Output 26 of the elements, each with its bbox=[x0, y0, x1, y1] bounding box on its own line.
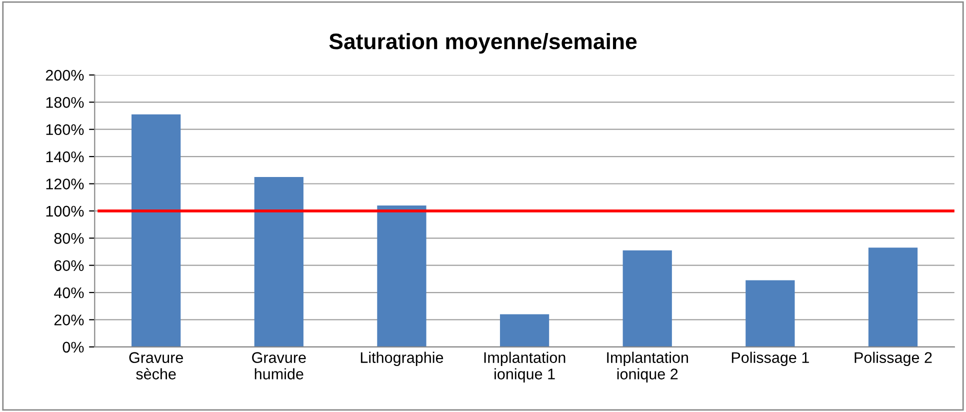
y-tick-label: 20% bbox=[54, 314, 84, 326]
y-tick-label: 40% bbox=[54, 287, 84, 298]
bar bbox=[746, 280, 795, 347]
bar bbox=[622, 250, 672, 347]
x-tick-label: Gravure humide bbox=[252, 352, 306, 380]
y-tick-label: 100% bbox=[46, 206, 84, 217]
bar bbox=[377, 206, 426, 347]
x-tick-label: Implantation ionique 1 bbox=[484, 352, 566, 382]
y-tick-label: 60% bbox=[54, 260, 84, 272]
y-tick-label: 200% bbox=[46, 70, 84, 81]
bar bbox=[868, 248, 918, 347]
y-tick-label: 160% bbox=[46, 124, 84, 136]
x-tick-label: Lithographie bbox=[360, 352, 444, 366]
x-tick-label: Polissage 2 bbox=[854, 352, 932, 366]
bar bbox=[500, 314, 550, 347]
bar bbox=[132, 114, 181, 347]
y-tick-label: 0% bbox=[62, 342, 84, 353]
bar bbox=[254, 176, 304, 347]
y-tick-label: 180% bbox=[46, 97, 84, 108]
y-tick-label: 120% bbox=[46, 178, 84, 190]
x-tick-label: Gravure sèche bbox=[129, 352, 183, 380]
chart-title: Saturation moyenne/semaine bbox=[329, 32, 637, 54]
x-tick-label: Implantation ionique 2 bbox=[607, 352, 688, 382]
x-tick-label: Polissage 1 bbox=[732, 352, 809, 366]
y-tick-label: 140% bbox=[46, 151, 84, 162]
y-tick-label: 80% bbox=[54, 233, 84, 244]
